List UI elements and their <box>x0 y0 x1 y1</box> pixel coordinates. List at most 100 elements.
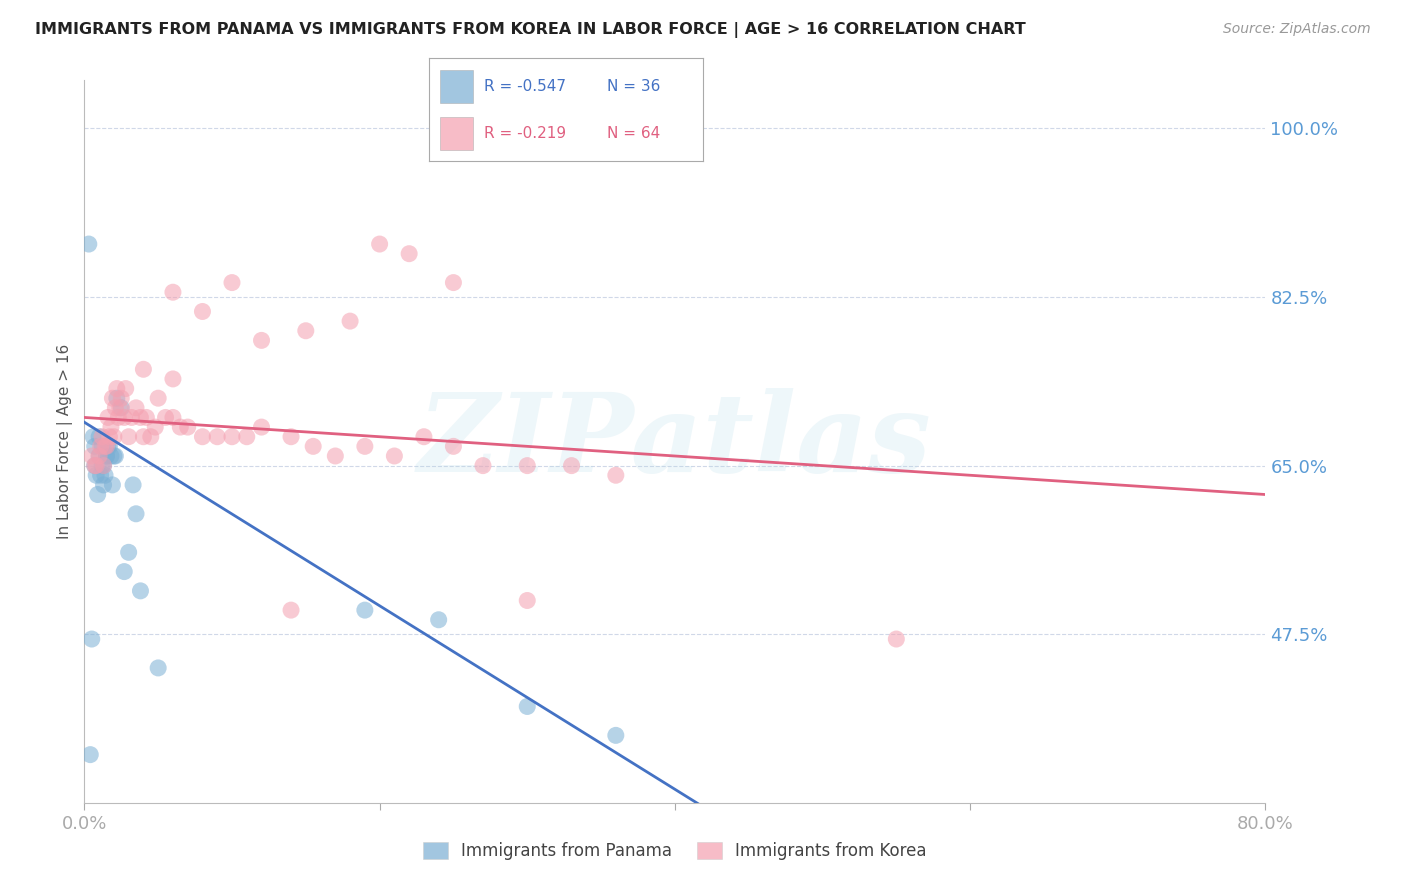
Point <box>125 507 148 521</box>
Point <box>104 401 127 415</box>
Point <box>79 747 101 762</box>
Point <box>605 728 627 742</box>
Point <box>107 410 129 425</box>
Point <box>100 420 122 434</box>
Point <box>250 334 273 348</box>
Point <box>221 430 243 444</box>
Point <box>191 304 214 318</box>
Point <box>129 583 152 598</box>
Point <box>516 699 538 714</box>
Point <box>87 449 111 463</box>
Text: N = 36: N = 36 <box>607 79 661 95</box>
Point <box>105 382 128 396</box>
Point <box>80 449 103 463</box>
Point <box>118 430 141 444</box>
Point <box>143 420 166 434</box>
Point <box>91 458 114 473</box>
Point <box>110 401 132 415</box>
Point <box>96 439 118 453</box>
Point <box>368 237 391 252</box>
Point <box>90 468 112 483</box>
Point <box>148 391 170 405</box>
Point <box>108 401 131 415</box>
Text: N = 64: N = 64 <box>607 127 661 142</box>
Point <box>339 314 361 328</box>
Point <box>103 430 125 444</box>
Point <box>103 449 125 463</box>
Point <box>100 449 122 463</box>
Text: R = -0.547: R = -0.547 <box>484 79 565 95</box>
Point <box>87 449 111 463</box>
Point <box>84 468 107 483</box>
Point <box>427 613 450 627</box>
Point <box>605 468 627 483</box>
Point <box>98 439 121 453</box>
Point <box>561 458 583 473</box>
Point <box>354 439 377 453</box>
Legend: Immigrants from Panama, Immigrants from Korea: Immigrants from Panama, Immigrants from … <box>416 835 934 867</box>
Bar <box>440 70 472 103</box>
Point <box>135 410 157 425</box>
Point <box>443 276 465 290</box>
Point <box>82 430 104 444</box>
Point <box>191 430 214 444</box>
Point <box>207 430 229 444</box>
Point <box>91 430 114 444</box>
Point <box>105 391 128 405</box>
Point <box>96 449 118 463</box>
Text: R = -0.219: R = -0.219 <box>484 127 565 142</box>
Point <box>280 430 302 444</box>
Point <box>132 430 155 444</box>
Point <box>83 439 105 453</box>
Point <box>155 410 177 425</box>
Point <box>139 430 162 444</box>
Text: IMMIGRANTS FROM PANAMA VS IMMIGRANTS FROM KOREA IN LABOR FORCE | AGE > 16 CORREL: IMMIGRANTS FROM PANAMA VS IMMIGRANTS FRO… <box>35 22 1026 38</box>
Point <box>250 420 273 434</box>
Point <box>295 324 318 338</box>
Point <box>886 632 908 646</box>
Point <box>86 487 108 501</box>
Point <box>162 285 184 300</box>
Text: ZIPatlas: ZIPatlas <box>418 388 932 495</box>
Point <box>516 458 538 473</box>
Point <box>87 430 111 444</box>
Point <box>93 458 115 473</box>
Text: Source: ZipAtlas.com: Source: ZipAtlas.com <box>1223 22 1371 37</box>
Point <box>129 410 152 425</box>
Point <box>112 565 135 579</box>
Point <box>83 458 105 473</box>
Point <box>94 439 117 453</box>
Point <box>110 391 132 405</box>
Point <box>96 449 118 463</box>
Point <box>382 449 406 463</box>
Point <box>121 410 143 425</box>
Point <box>90 439 112 453</box>
Point <box>443 439 465 453</box>
Point <box>413 430 436 444</box>
Point <box>132 362 155 376</box>
Point <box>93 458 115 473</box>
Point <box>221 276 243 290</box>
Point <box>112 410 135 425</box>
Point <box>125 401 148 415</box>
Point <box>162 410 184 425</box>
Point <box>91 439 114 453</box>
Point <box>169 420 191 434</box>
Y-axis label: In Labor Force | Age > 16: In Labor Force | Age > 16 <box>58 344 73 539</box>
Point <box>80 632 103 646</box>
Point <box>77 237 100 252</box>
Bar <box>440 118 472 150</box>
Point <box>302 439 325 453</box>
Point <box>398 246 420 260</box>
Point <box>101 478 124 492</box>
Point <box>83 458 105 473</box>
Point <box>118 545 141 559</box>
Point <box>236 430 259 444</box>
Point <box>122 478 145 492</box>
Point <box>516 593 538 607</box>
Point <box>104 449 127 463</box>
Point <box>97 410 120 425</box>
Point <box>94 468 117 483</box>
Point <box>472 458 495 473</box>
Point <box>98 430 121 444</box>
